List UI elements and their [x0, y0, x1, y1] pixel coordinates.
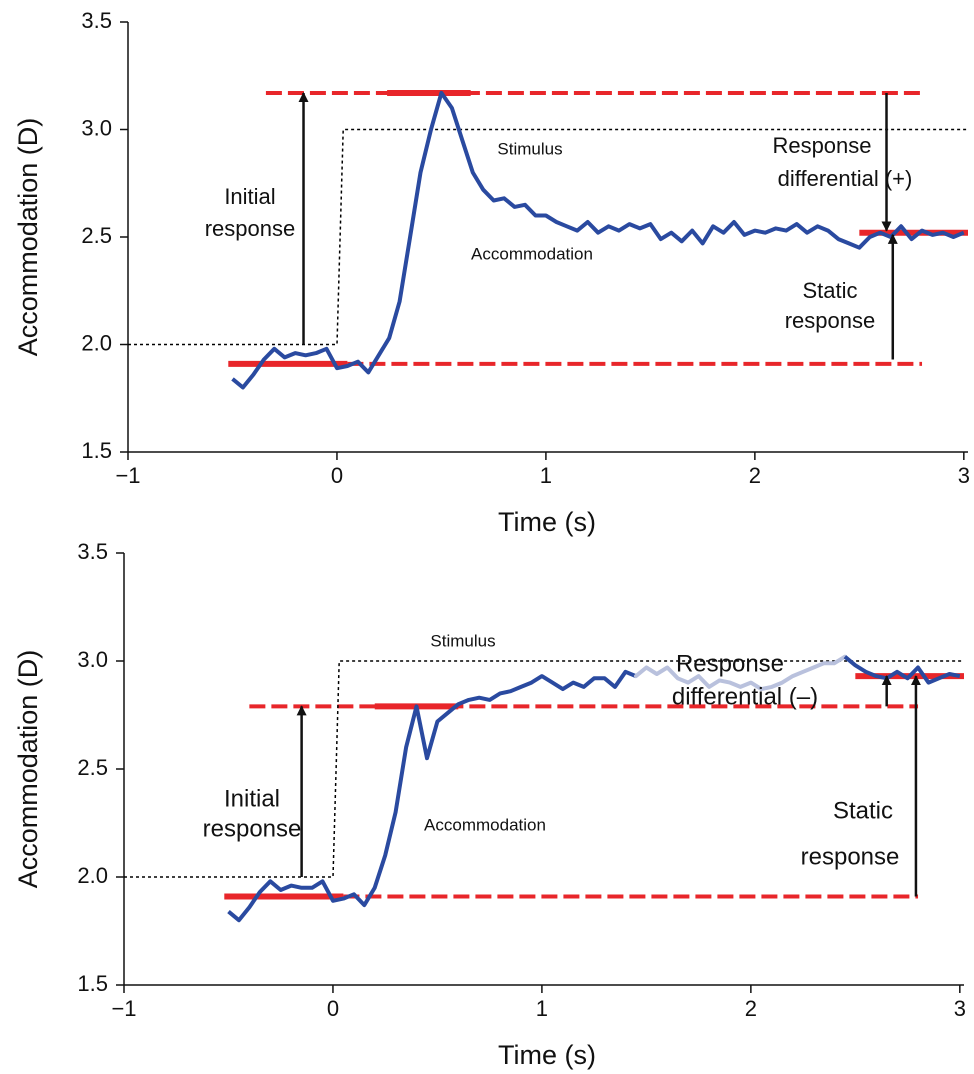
annotation: differential (+)	[778, 166, 913, 191]
series-line	[231, 90, 965, 390]
series-line	[645, 661, 835, 692]
annotation: response	[785, 308, 876, 333]
y-tick-label: 3.5	[77, 539, 108, 564]
y-tick-label: 2.5	[77, 755, 108, 780]
annotation: response	[205, 216, 296, 241]
series-label: Accommodation	[471, 244, 593, 263]
x-tick-label: −1	[115, 463, 140, 488]
series-line	[227, 669, 637, 923]
annotation: response	[801, 843, 900, 870]
x-tick-label: −1	[111, 996, 136, 1021]
x-tick-label: 2	[745, 996, 757, 1021]
y-tick-label: 2.0	[77, 863, 108, 888]
annotation: Initial	[224, 785, 280, 812]
series-line	[843, 655, 961, 685]
y-tick-label: 2.5	[81, 223, 112, 248]
series-label: Stimulus	[430, 631, 495, 650]
annotation: response	[203, 815, 302, 842]
annotation: Static	[802, 278, 857, 303]
x-tick-label: 2	[749, 463, 761, 488]
chart-panel: 1.5 2.0 2.5 3.0 3.5 −1 0 1 2 3 Time (s) Accommodati…	[13, 8, 970, 537]
y-tick-label: 2.0	[81, 330, 112, 355]
y-tick-label: 3.0	[81, 115, 112, 140]
y-axis-title: Accommodation (D)	[13, 118, 43, 357]
series-line	[124, 660, 964, 878]
annotation: differential (–)	[672, 683, 818, 710]
x-tick-label: 3	[954, 996, 966, 1021]
x-tick-label: 1	[540, 463, 552, 488]
y-axis-title: Accommodation (D)	[13, 650, 43, 889]
line-connector	[633, 665, 649, 679]
annotation: Response	[676, 650, 784, 677]
series-label: Accommodation	[424, 815, 546, 834]
y-tick-label: 1.5	[81, 438, 112, 463]
x-tick-label: 0	[331, 463, 343, 488]
x-tick-label: 3	[958, 463, 970, 488]
y-tick-label: 1.5	[77, 971, 108, 996]
annotation: Initial	[224, 184, 275, 209]
series-line	[128, 128, 968, 346]
annotation: Response	[772, 133, 871, 158]
series-label: Stimulus	[497, 139, 562, 158]
x-axis-title: Time (s)	[498, 507, 596, 537]
annotation: Static	[833, 797, 893, 824]
x-tick-label: 1	[536, 996, 548, 1021]
chart-panel: 1.5 2.0 2.5 3.0 3.5 −1 0 1 2 3 Time (s) Accommodati…	[13, 539, 966, 1070]
x-axis-title: Time (s)	[498, 1040, 596, 1070]
y-tick-label: 3.5	[81, 8, 112, 33]
line-connector	[832, 654, 847, 666]
x-tick-label: 0	[327, 996, 339, 1021]
y-tick-label: 3.0	[77, 647, 108, 672]
